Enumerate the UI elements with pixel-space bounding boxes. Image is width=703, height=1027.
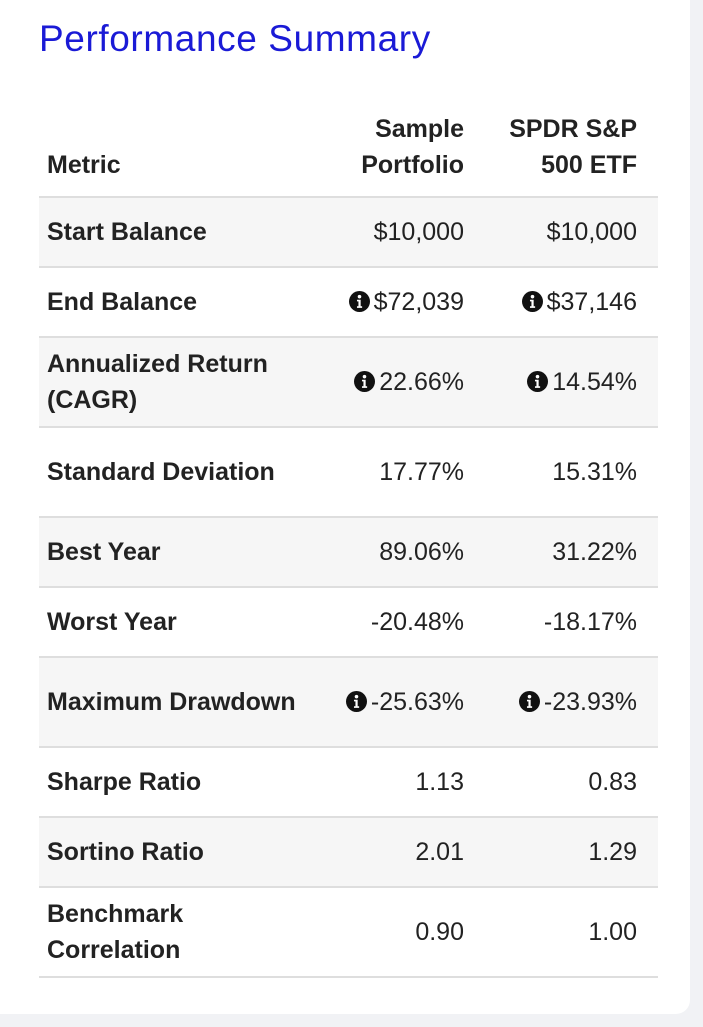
benchmark-value: 14.54% xyxy=(481,337,658,428)
info-circle-icon[interactable] xyxy=(354,371,376,392)
page-title: Performance Summary xyxy=(39,18,431,59)
performance-summary-table: Metric Sample Portfolio SPDR S&P 500 ETF… xyxy=(39,98,658,978)
portfolio-value: -20.48% xyxy=(314,587,481,658)
table-row-annualized-return: Annualized Return (CAGR) 22.66% 14.54% xyxy=(39,337,658,428)
metric-label: Annualized Return (CAGR) xyxy=(39,337,314,428)
portfolio-value: 17.77% xyxy=(314,427,481,518)
column-header-portfolio-label: Sample Portfolio xyxy=(361,115,464,179)
metric-label: Sharpe Ratio xyxy=(39,747,314,818)
value-text: $72,039 xyxy=(373,288,464,316)
info-circle-icon[interactable] xyxy=(345,691,367,712)
table-row-end-balance: End Balance $72,039 $37,146 xyxy=(39,267,658,338)
table-header: Metric Sample Portfolio SPDR S&P 500 ETF xyxy=(39,98,658,198)
value-text: 1.13 xyxy=(415,768,464,796)
portfolio-value: 1.13 xyxy=(314,747,481,818)
column-header-benchmark: SPDR S&P 500 ETF xyxy=(481,98,658,198)
metric-label: Maximum Drawdown xyxy=(39,657,314,748)
benchmark-value: -18.17% xyxy=(481,587,658,658)
value-text: $10,000 xyxy=(546,218,637,246)
portfolio-value: 22.66% xyxy=(314,337,481,428)
portfolio-value: 2.01 xyxy=(314,817,481,888)
value-text: 0.83 xyxy=(588,768,637,796)
header-row: Metric Sample Portfolio SPDR S&P 500 ETF xyxy=(39,98,658,198)
column-header-benchmark-label: SPDR S&P 500 ETF xyxy=(509,115,637,179)
benchmark-value: 1.00 xyxy=(481,887,658,978)
performance-summary-card: Performance Summary Metric Sample Portfo… xyxy=(0,0,690,1014)
portfolio-value: 0.90 xyxy=(314,887,481,978)
value-text: 22.66% xyxy=(379,368,464,396)
value-text: 15.31% xyxy=(552,458,637,486)
value-text: -25.63% xyxy=(370,688,464,716)
info-circle-icon[interactable] xyxy=(348,291,370,312)
portfolio-value: $10,000 xyxy=(314,197,481,268)
benchmark-value: $10,000 xyxy=(481,197,658,268)
metric-label: Benchmark Correlation xyxy=(39,887,314,978)
table-row-standard-deviation: Standard Deviation 17.77% 15.31% xyxy=(39,427,658,518)
value-text: 17.77% xyxy=(379,458,464,486)
value-text: 1.29 xyxy=(588,838,637,866)
table-row-worst-year: Worst Year -20.48% -18.17% xyxy=(39,587,658,658)
table-row-best-year: Best Year 89.06% 31.22% xyxy=(39,517,658,588)
column-header-portfolio: Sample Portfolio xyxy=(314,98,481,198)
metric-label: Standard Deviation xyxy=(39,427,314,518)
value-text: -23.93% xyxy=(543,688,637,716)
value-text: 0.90 xyxy=(415,918,464,946)
table-row-sharpe-ratio: Sharpe Ratio 1.13 0.83 xyxy=(39,747,658,818)
value-text: $10,000 xyxy=(373,218,464,246)
portfolio-value: $72,039 xyxy=(314,267,481,338)
metric-label: Worst Year xyxy=(39,587,314,658)
benchmark-value: 0.83 xyxy=(481,747,658,818)
table-row-start-balance: Start Balance $10,000 $10,000 xyxy=(39,197,658,268)
table-row-maximum-drawdown: Maximum Drawdown -25.63% -23.93% xyxy=(39,657,658,748)
value-text: 31.22% xyxy=(552,538,637,566)
table-row-sortino-ratio: Sortino Ratio 2.01 1.29 xyxy=(39,817,658,888)
portfolio-value: 89.06% xyxy=(314,517,481,588)
benchmark-value: -23.93% xyxy=(481,657,658,748)
info-circle-icon[interactable] xyxy=(518,691,540,712)
value-text: 14.54% xyxy=(552,368,637,396)
value-text: 2.01 xyxy=(415,838,464,866)
metric-label: End Balance xyxy=(39,267,314,338)
info-circle-icon[interactable] xyxy=(527,371,549,392)
benchmark-value: $37,146 xyxy=(481,267,658,338)
value-text: -20.48% xyxy=(370,608,464,636)
benchmark-value: 1.29 xyxy=(481,817,658,888)
column-header-metric-label: Metric xyxy=(47,151,121,179)
column-header-metric: Metric xyxy=(39,98,314,198)
benchmark-value: 31.22% xyxy=(481,517,658,588)
metric-label: Best Year xyxy=(39,517,314,588)
table-row-benchmark-correlation: Benchmark Correlation 0.90 1.00 xyxy=(39,887,658,978)
table-body: Start Balance $10,000 $10,000 End Balanc… xyxy=(39,197,658,978)
value-text: $37,146 xyxy=(546,288,637,316)
metric-label: Start Balance xyxy=(39,197,314,268)
value-text: 89.06% xyxy=(379,538,464,566)
value-text: 1.00 xyxy=(588,918,637,946)
value-text: -18.17% xyxy=(543,608,637,636)
benchmark-value: 15.31% xyxy=(481,427,658,518)
portfolio-value: -25.63% xyxy=(314,657,481,748)
info-circle-icon[interactable] xyxy=(521,291,543,312)
metric-label: Sortino Ratio xyxy=(39,817,314,888)
